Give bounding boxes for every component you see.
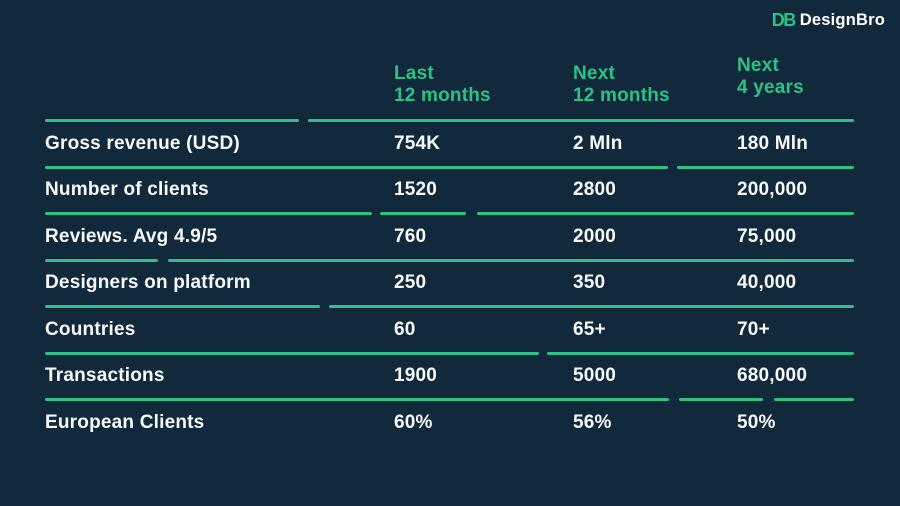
column-header-line: Last bbox=[394, 63, 434, 84]
column-header-line: Next bbox=[737, 55, 779, 76]
divider-segment bbox=[329, 305, 854, 308]
divider-segment bbox=[45, 352, 539, 355]
designbro-monogram-icon: DB bbox=[771, 10, 797, 30]
cell-value: 680,000 bbox=[737, 365, 808, 386]
divider-segment bbox=[547, 352, 854, 355]
table-row-gross-revenue: Gross revenue (USD) 754K 2 Mln 180 Mln bbox=[0, 131, 900, 157]
divider-segment bbox=[774, 398, 854, 401]
column-header-line: Next bbox=[573, 63, 615, 84]
table-row-reviews: Reviews. Avg 4.9/5 760 2000 75,000 bbox=[0, 224, 900, 250]
cell-value: 760 bbox=[394, 226, 427, 247]
divider-segment bbox=[308, 119, 854, 122]
cell-value: 65+ bbox=[573, 319, 606, 340]
cell-value: 60 bbox=[394, 319, 416, 340]
cell-value: 754K bbox=[394, 133, 441, 154]
table-row-countries: Countries 60 65+ 70+ bbox=[0, 317, 900, 343]
column-header-line: 4 years bbox=[737, 77, 804, 98]
cell-value: 180 Mln bbox=[737, 133, 809, 154]
cell-value: 5000 bbox=[573, 365, 617, 386]
divider-segment bbox=[380, 212, 466, 215]
row-label: Designers on platform bbox=[45, 272, 251, 293]
column-header-line: 12 months bbox=[394, 85, 491, 106]
divider-segment bbox=[45, 212, 372, 215]
divider-segment bbox=[45, 166, 668, 169]
divider-segment bbox=[45, 398, 669, 401]
cell-value: 2000 bbox=[573, 226, 617, 247]
cell-value: 2800 bbox=[573, 179, 617, 200]
cell-value: 250 bbox=[394, 272, 427, 293]
row-label: Countries bbox=[45, 319, 136, 340]
cell-value: 40,000 bbox=[737, 272, 797, 293]
cell-value: 1900 bbox=[394, 365, 438, 386]
column-header-next-12-months: Next 12 months bbox=[573, 63, 670, 107]
divider-segment bbox=[45, 305, 320, 308]
row-label: Reviews. Avg 4.9/5 bbox=[45, 226, 218, 247]
cell-value: 75,000 bbox=[737, 226, 797, 247]
cell-value: 50% bbox=[737, 412, 776, 433]
table-row-number-of-clients: Number of clients 1520 2800 200,000 bbox=[0, 177, 900, 203]
column-header-line: 12 months bbox=[573, 85, 670, 106]
row-label: Number of clients bbox=[45, 179, 209, 200]
cell-value: 70+ bbox=[737, 319, 770, 340]
table-row-transactions: Transactions 1900 5000 680,000 bbox=[0, 363, 900, 389]
divider-segment bbox=[679, 398, 763, 401]
cell-value: 350 bbox=[573, 272, 606, 293]
cell-value: 56% bbox=[573, 412, 612, 433]
divider-segment bbox=[45, 119, 299, 122]
table-row-european-clients: European Clients 60% 56% 50% bbox=[0, 410, 900, 436]
row-label: European Clients bbox=[45, 412, 205, 433]
divider-segment bbox=[45, 259, 158, 262]
divider-segment bbox=[477, 212, 854, 215]
divider-segment bbox=[168, 259, 854, 262]
cell-value: 60% bbox=[394, 412, 433, 433]
row-label: Gross revenue (USD) bbox=[45, 133, 240, 154]
brand-name: DesignBro bbox=[799, 10, 885, 29]
column-header-last-12-months: Last 12 months bbox=[394, 63, 491, 107]
row-label: Transactions bbox=[45, 365, 165, 386]
cell-value: 2 Mln bbox=[573, 133, 623, 154]
divider-segment bbox=[677, 166, 854, 169]
column-header-next-4-years: Next 4 years bbox=[737, 55, 804, 99]
cell-value: 1520 bbox=[394, 179, 438, 200]
cell-value: 200,000 bbox=[737, 179, 808, 200]
brand-logo: DB DesignBro bbox=[772, 11, 885, 29]
table-row-designers-on-platform: Designers on platform 250 350 40,000 bbox=[0, 270, 900, 296]
